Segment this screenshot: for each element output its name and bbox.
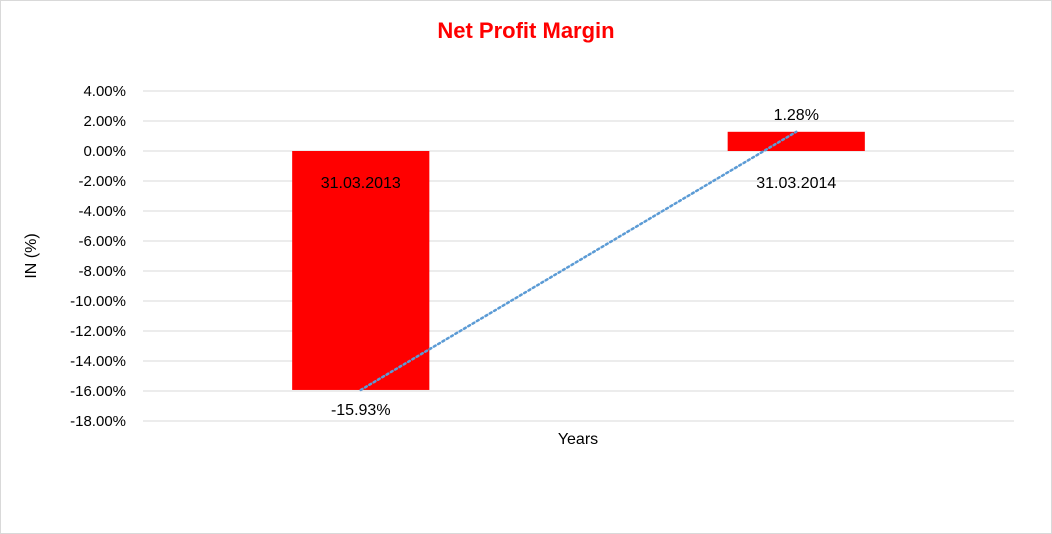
y-tick-label: -10.00% [70,293,126,310]
y-tick-label: 2.00% [83,113,126,130]
data-label: 1.28% [774,107,819,124]
chart-title: Net Profit Margin [437,18,614,43]
bars [292,131,865,390]
y-tick-label: -12.00% [70,323,126,340]
category-label: 31.03.2014 [756,175,836,192]
bar [727,131,865,151]
y-axis-title: IN (%) [23,233,40,278]
y-tick-label: 0.00% [83,143,126,160]
gridlines [143,90,1014,422]
y-tick-label: -16.00% [70,383,126,400]
y-tick-label: -2.00% [78,173,126,190]
y-axis-ticks: 4.00% 2.00% 0.00% -2.00% -4.00% -6.00% -8.00% -… [70,83,126,430]
y-tick-label: 4.00% [83,83,126,100]
labels: 31.03.2013 -15.93% 31.03.2014 1.28% [321,107,837,419]
category-label: 31.03.2013 [321,175,401,192]
y-tick-label: -14.00% [70,353,126,370]
trendline [359,130,798,392]
trendline-layer [359,130,798,392]
y-tick-label: -6.00% [78,233,126,250]
data-label: -15.93% [331,402,391,419]
y-tick-label: -8.00% [78,263,126,280]
x-axis-title: Years [558,431,598,448]
y-tick-label: -4.00% [78,203,126,220]
y-tick-label: -18.00% [70,413,126,430]
bar [292,151,430,390]
